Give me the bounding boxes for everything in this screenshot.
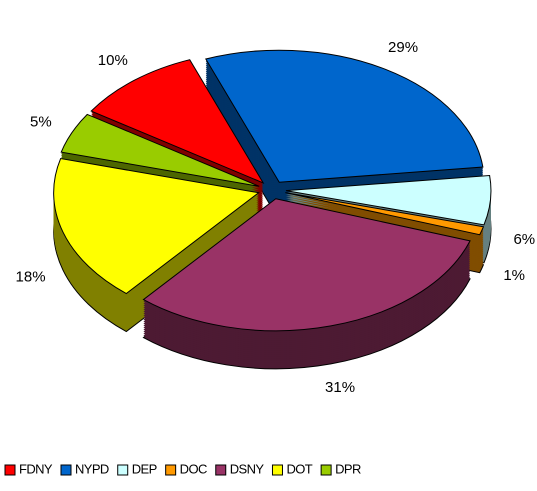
legend-label: DPR: [335, 461, 361, 476]
data-label: 10%: [98, 52, 128, 69]
legend-swatch: [271, 464, 283, 476]
data-label: 18%: [16, 269, 46, 286]
data-label: 5%: [30, 113, 52, 130]
legend-label: FDNY: [19, 461, 53, 476]
slice: [53, 157, 260, 295]
legend-label: DOT: [286, 461, 312, 476]
slice-side: [285, 194, 484, 237]
slice: [60, 113, 260, 187]
legend-label: NYPD: [75, 461, 109, 476]
slice: [285, 174, 492, 226]
slice: [285, 192, 485, 236]
legend-swatch: [60, 464, 72, 476]
slice-side: [285, 196, 484, 239]
slice: [142, 198, 471, 332]
legend-swatch: [215, 464, 227, 476]
legend-swatch: [165, 464, 177, 476]
data-label: 29%: [388, 39, 418, 56]
slice: [205, 49, 484, 183]
legend-swatch: [117, 464, 129, 476]
data-label: 6%: [513, 231, 535, 248]
legend-swatch: [4, 464, 16, 476]
data-label: 31%: [325, 379, 355, 396]
slice-side: [285, 198, 484, 241]
legend-label: DSNY: [230, 461, 265, 476]
slice: [90, 59, 265, 184]
data-label: 1%: [503, 267, 525, 284]
legend-swatch: [320, 464, 332, 476]
legend-label: DEP: [132, 461, 157, 476]
legend-label: DOC: [180, 461, 207, 476]
